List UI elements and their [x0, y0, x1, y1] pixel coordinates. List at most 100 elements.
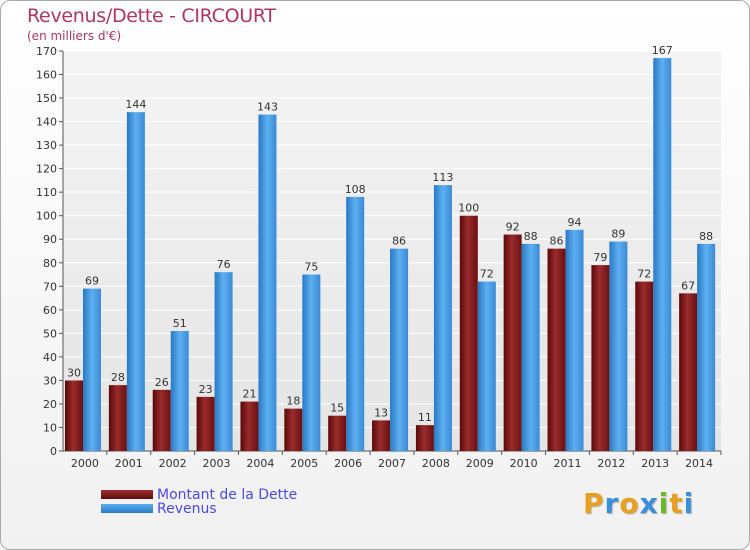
x-tick-label: 2012 [597, 457, 625, 470]
data-label-revenus: 76 [217, 258, 231, 271]
data-label-revenus: 108 [345, 183, 366, 196]
bar-dette [547, 248, 566, 451]
logo-letter: r [604, 487, 620, 520]
data-label-dette: 86 [550, 235, 564, 248]
bar-dette [635, 281, 654, 451]
logo-letter: i [683, 487, 695, 520]
x-tick-label: 2004 [246, 457, 274, 470]
data-label-revenus: 143 [257, 101, 278, 114]
bar-revenus [83, 288, 101, 451]
legend-label-dette: Montant de la Dette [157, 487, 298, 503]
data-label-revenus: 75 [304, 261, 318, 274]
bar-revenus [214, 272, 233, 451]
y-tick-label: 110 [36, 186, 57, 199]
legend-swatch-revenus [101, 504, 153, 513]
bar-dette [415, 425, 434, 451]
y-tick-label: 60 [43, 304, 57, 317]
bar-dette [65, 380, 83, 451]
data-label-dette: 79 [593, 251, 607, 264]
legend-label-revenus: Revenus [157, 501, 217, 517]
x-tick-label: 2013 [641, 457, 669, 470]
logo-letter: o [619, 487, 640, 520]
bar-dette [459, 215, 478, 451]
y-tick-label: 170 [36, 45, 57, 58]
y-tick-label: 10 [43, 421, 57, 434]
y-tick-label: 140 [36, 116, 57, 129]
y-tick-label: 40 [43, 351, 57, 364]
data-label-revenus: 88 [524, 230, 538, 243]
data-label-dette: 11 [418, 411, 432, 424]
bar-dette [240, 401, 259, 451]
data-label-revenus: 167 [652, 44, 673, 57]
data-label-dette: 92 [506, 221, 520, 234]
data-label-dette: 100 [458, 202, 479, 215]
y-tick-label: 0 [50, 445, 57, 458]
bar-revenus [170, 331, 189, 451]
y-tick-label: 150 [36, 92, 57, 105]
bar-dette [108, 385, 127, 451]
data-label-revenus: 51 [173, 317, 187, 330]
bar-dette [152, 389, 171, 451]
data-label-revenus: 113 [432, 171, 453, 184]
x-tick-label: 2007 [378, 457, 406, 470]
bar-revenus [126, 112, 145, 452]
data-label-dette: 18 [286, 395, 300, 408]
bar-revenus [609, 241, 628, 451]
y-tick-label: 100 [36, 210, 57, 223]
bar-revenus [433, 185, 452, 451]
x-tick-label: 2003 [203, 457, 231, 470]
y-tick-label: 30 [43, 374, 57, 387]
bar-dette [284, 408, 303, 451]
y-tick-label: 20 [43, 398, 57, 411]
x-tick-label: 2011 [553, 457, 581, 470]
logo-letter: x [639, 487, 659, 520]
bar-dette [196, 396, 215, 451]
data-label-dette: 23 [199, 383, 213, 396]
y-tick-label: 50 [43, 327, 57, 340]
legend-swatch-dette [101, 490, 153, 499]
logo-letter: P [583, 487, 605, 520]
chart-title: Revenus/Dette - CIRCOURT [27, 5, 276, 27]
x-tick-label: 2001 [115, 457, 143, 470]
bar-dette [328, 415, 347, 451]
data-label-revenus: 88 [699, 230, 713, 243]
bar-revenus [302, 274, 321, 451]
data-label-revenus: 69 [85, 275, 99, 288]
data-label-revenus: 89 [611, 228, 625, 241]
bar-revenus [390, 248, 409, 451]
y-tick-label: 120 [36, 163, 57, 176]
data-label-revenus: 94 [568, 216, 582, 229]
bar-dette [503, 234, 522, 451]
x-tick-label: 2006 [334, 457, 362, 470]
data-label-dette: 72 [637, 268, 651, 281]
bar-dette [679, 293, 698, 451]
y-tick-label: 90 [43, 233, 57, 246]
data-label-dette: 15 [330, 402, 344, 415]
data-label-dette: 26 [155, 376, 169, 389]
data-label-dette: 30 [67, 366, 81, 379]
bar-dette [372, 420, 391, 451]
bar-revenus [653, 58, 672, 451]
chart-subtitle: (en milliers d'€) [27, 29, 122, 43]
data-label-revenus: 86 [392, 235, 406, 248]
x-tick-label: 2005 [290, 457, 318, 470]
logo-letter: i [658, 487, 670, 520]
bar-dette [591, 265, 610, 451]
data-label-dette: 13 [374, 406, 388, 419]
logo-letter: t [669, 487, 684, 520]
bar-revenus [521, 243, 540, 451]
data-label-dette: 67 [681, 279, 695, 292]
data-label-dette: 28 [111, 371, 125, 384]
y-tick-label: 70 [43, 280, 57, 293]
bar-revenus [477, 281, 496, 451]
x-tick-label: 2014 [685, 457, 713, 470]
bar-revenus [697, 243, 716, 451]
y-tick-label: 80 [43, 257, 57, 270]
x-tick-label: 2000 [71, 457, 99, 470]
x-tick-label: 2009 [466, 457, 494, 470]
proxiti-logo: Proxiti [583, 487, 694, 520]
data-label-revenus: 72 [480, 268, 494, 281]
x-tick-label: 2010 [510, 457, 538, 470]
